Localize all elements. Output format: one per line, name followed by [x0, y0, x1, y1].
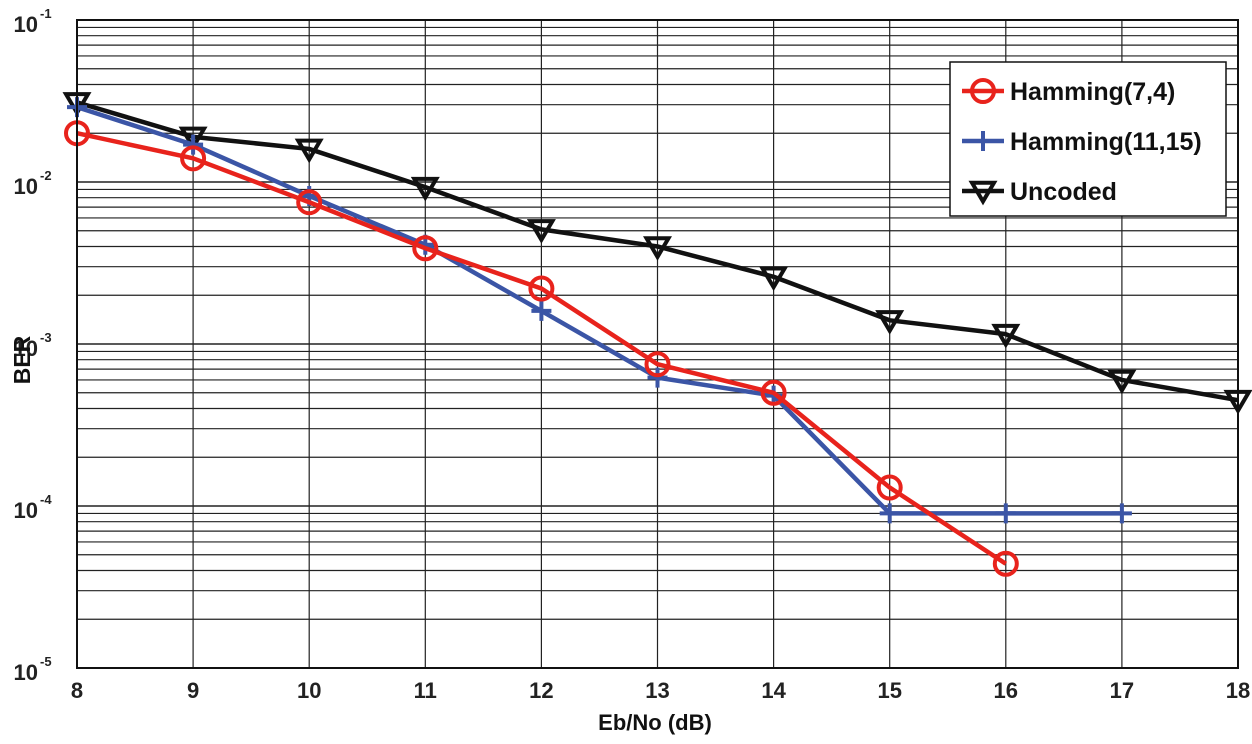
y-tick-label: 10 -4: [14, 492, 53, 523]
x-tick-label: 13: [645, 678, 669, 703]
x-tick-label: 18: [1226, 678, 1250, 703]
legend-label: Hamming(7,4): [1010, 78, 1175, 106]
data-point: [1111, 503, 1132, 524]
data-point: [180, 145, 207, 172]
legend-label: Uncoded: [1010, 178, 1117, 206]
data-point: [876, 474, 903, 501]
data-point: [879, 503, 900, 524]
y-tick-label: 10 -3: [14, 330, 52, 361]
x-tick-label: 17: [1110, 678, 1134, 703]
x-tick-label: 14: [761, 678, 786, 703]
series-line: [76, 104, 1122, 516]
series-layer: [62, 92, 1252, 577]
data-point: [178, 126, 208, 152]
x-tick-label: 10: [297, 678, 321, 703]
data-point: [760, 379, 787, 406]
series-line: [76, 100, 1239, 403]
data-point: [183, 134, 204, 155]
data-point: [410, 176, 440, 202]
legend-item: Hamming(11,15): [962, 128, 1202, 156]
data-point: [531, 300, 552, 321]
data-point: [970, 78, 996, 104]
x-tick-label: 9: [187, 678, 199, 703]
data-point: [991, 323, 1021, 349]
x-tick-label: 12: [529, 678, 553, 703]
y-tick-base: 10: [14, 174, 38, 199]
legend: Hamming(7,4) Hamming(11,15) Uncoded: [949, 61, 1227, 217]
y-tick-base: 10: [14, 660, 38, 685]
y-tick-exponent: -2: [40, 168, 52, 183]
y-tick-labels: 10-110-210-310-410-5: [14, 6, 53, 685]
y-tick-base: 10: [14, 12, 38, 37]
legend-label: Hamming(11,15): [1010, 128, 1202, 156]
data-point: [875, 310, 905, 335]
legend-item: Uncoded: [962, 178, 1117, 206]
data-point: [644, 351, 671, 378]
y-tick-label: 10 -5: [14, 654, 52, 685]
x-tick-label: 11: [414, 678, 437, 703]
x-tick-label: 16: [994, 678, 1018, 703]
data-point: [759, 266, 789, 292]
x-tick-labels: 8 9 10 11 12 13 14 15 16 17 18: [71, 678, 1250, 703]
data-point: [412, 235, 439, 262]
y-tick-exponent: -1: [40, 6, 52, 21]
plot-frame: [76, 19, 1239, 669]
data-point: [528, 275, 555, 302]
data-point: [995, 503, 1016, 524]
x-axis-label: Eb/No (dB): [598, 710, 712, 735]
data-point: [1107, 369, 1137, 395]
y-tick-label: 10 -2: [14, 168, 52, 199]
data-point: [296, 189, 323, 216]
series-line: [76, 131, 1008, 566]
data-point: [526, 219, 556, 244]
y-tick-base: 10: [14, 336, 38, 361]
y-axis-label: BER: [9, 335, 35, 384]
y-tick-exponent: -5: [40, 654, 52, 669]
y-tick-exponent: -4: [40, 492, 52, 507]
data-point: [643, 236, 672, 261]
data-point: [968, 180, 998, 206]
data-point: [294, 138, 324, 164]
data-point: [973, 131, 993, 151]
y-tick-base: 10: [14, 498, 38, 523]
y-tick-exponent: -3: [40, 330, 52, 345]
data-point: [992, 550, 1019, 577]
data-point: [647, 367, 668, 388]
y-tick-label: 10 -1: [14, 6, 52, 37]
x-tick-label: 15: [877, 678, 901, 703]
legend-item: Hamming(7,4): [962, 78, 1175, 106]
x-tick-label: 8: [71, 678, 83, 703]
series-hamming-7-4-: [64, 120, 1019, 577]
series-uncoded: [62, 92, 1252, 415]
